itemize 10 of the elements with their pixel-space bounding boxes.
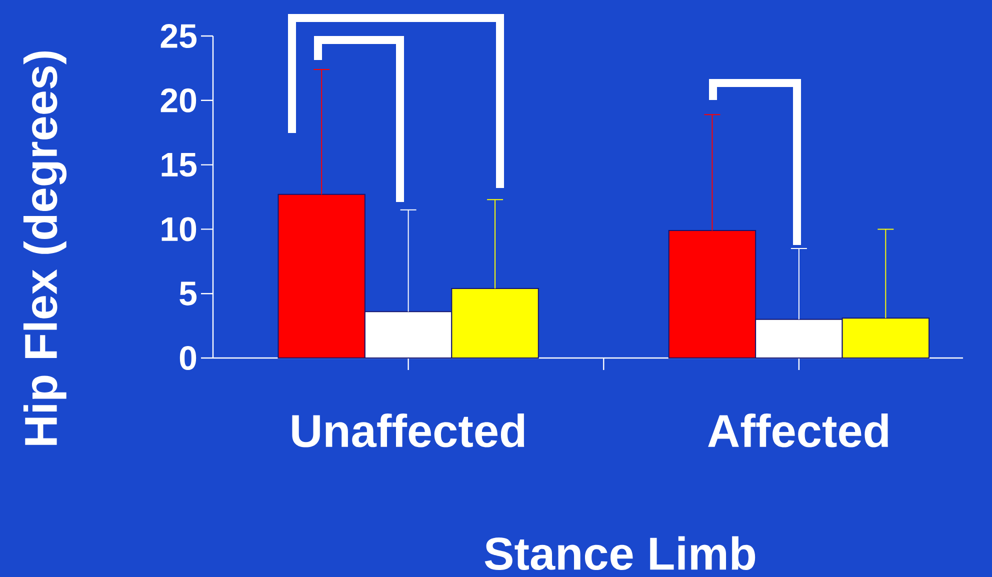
y-tick-label: 5 — [180, 282, 197, 306]
y-tick-label: 20 — [160, 88, 196, 112]
y-tick-label: 25 — [160, 24, 197, 48]
x-tick-label: Affected — [708, 414, 888, 448]
y-tick-label: 10 — [162, 217, 196, 242]
y-axis-title: Hip Flex (degrees) — [23, 51, 67, 445]
y-tick-label: 15 — [162, 152, 197, 177]
y-tick-label: 0 — [180, 346, 196, 370]
x-axis-title: Stance Limb — [484, 536, 756, 570]
x-tick-label: Unaffected — [292, 414, 524, 448]
